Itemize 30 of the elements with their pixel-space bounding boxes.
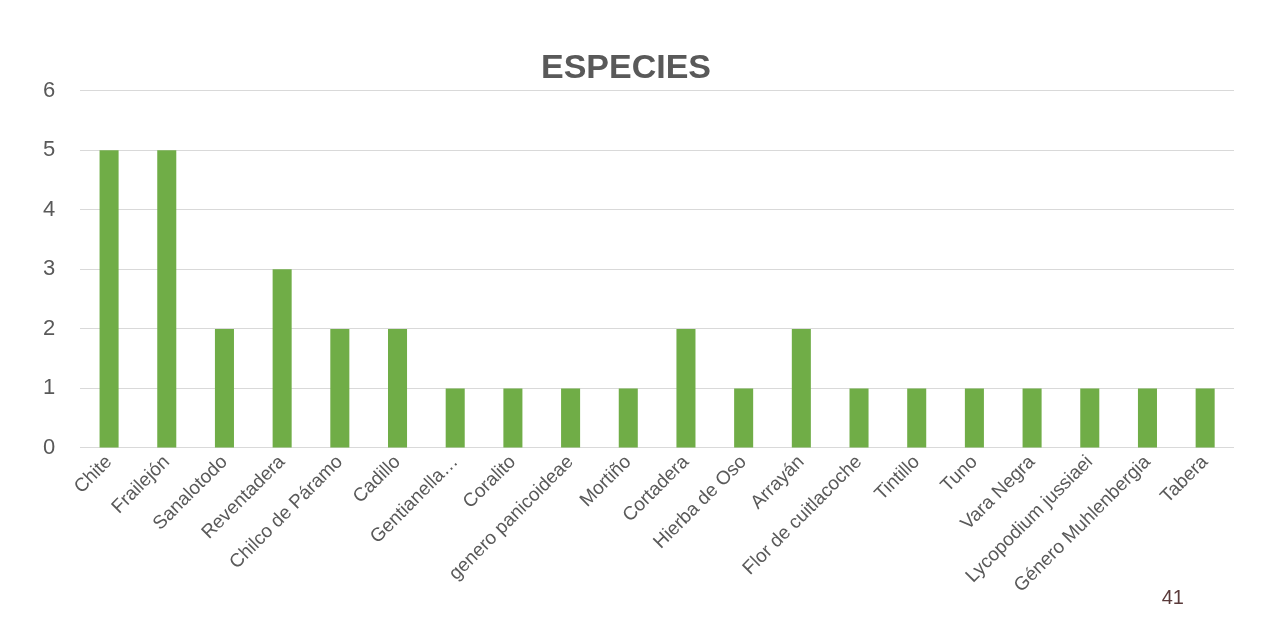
- bar: [388, 328, 408, 448]
- y-tick-label: 3: [42, 255, 56, 281]
- x-tick-label: Tuno: [935, 450, 981, 496]
- text: 41: [1161, 585, 1184, 608]
- bar: [1022, 388, 1042, 448]
- bar: [503, 388, 523, 448]
- y-tick-label: 0: [42, 433, 56, 459]
- bar: [157, 150, 177, 448]
- bar: [99, 150, 119, 448]
- y-tick-label: 4: [42, 195, 56, 221]
- bar: [214, 328, 234, 448]
- bar: [849, 388, 869, 448]
- bar: [618, 388, 638, 448]
- bar: [676, 328, 696, 448]
- bar: [330, 328, 350, 448]
- bar: [561, 388, 581, 448]
- bar: [1137, 388, 1157, 448]
- bar: [1080, 388, 1100, 448]
- y-tick-label: 1: [42, 374, 56, 400]
- chart-title: ESPECIES: [540, 46, 712, 85]
- y-tick-label: 2: [42, 314, 56, 340]
- y-tick-label: 5: [42, 136, 56, 162]
- y-tick-label: 6: [42, 76, 56, 102]
- bar: [445, 388, 465, 448]
- bar: [791, 328, 811, 448]
- bar: [964, 388, 984, 448]
- bar: [272, 269, 292, 448]
- bar: [1195, 388, 1215, 448]
- bar: [734, 388, 754, 448]
- bar: [907, 388, 927, 448]
